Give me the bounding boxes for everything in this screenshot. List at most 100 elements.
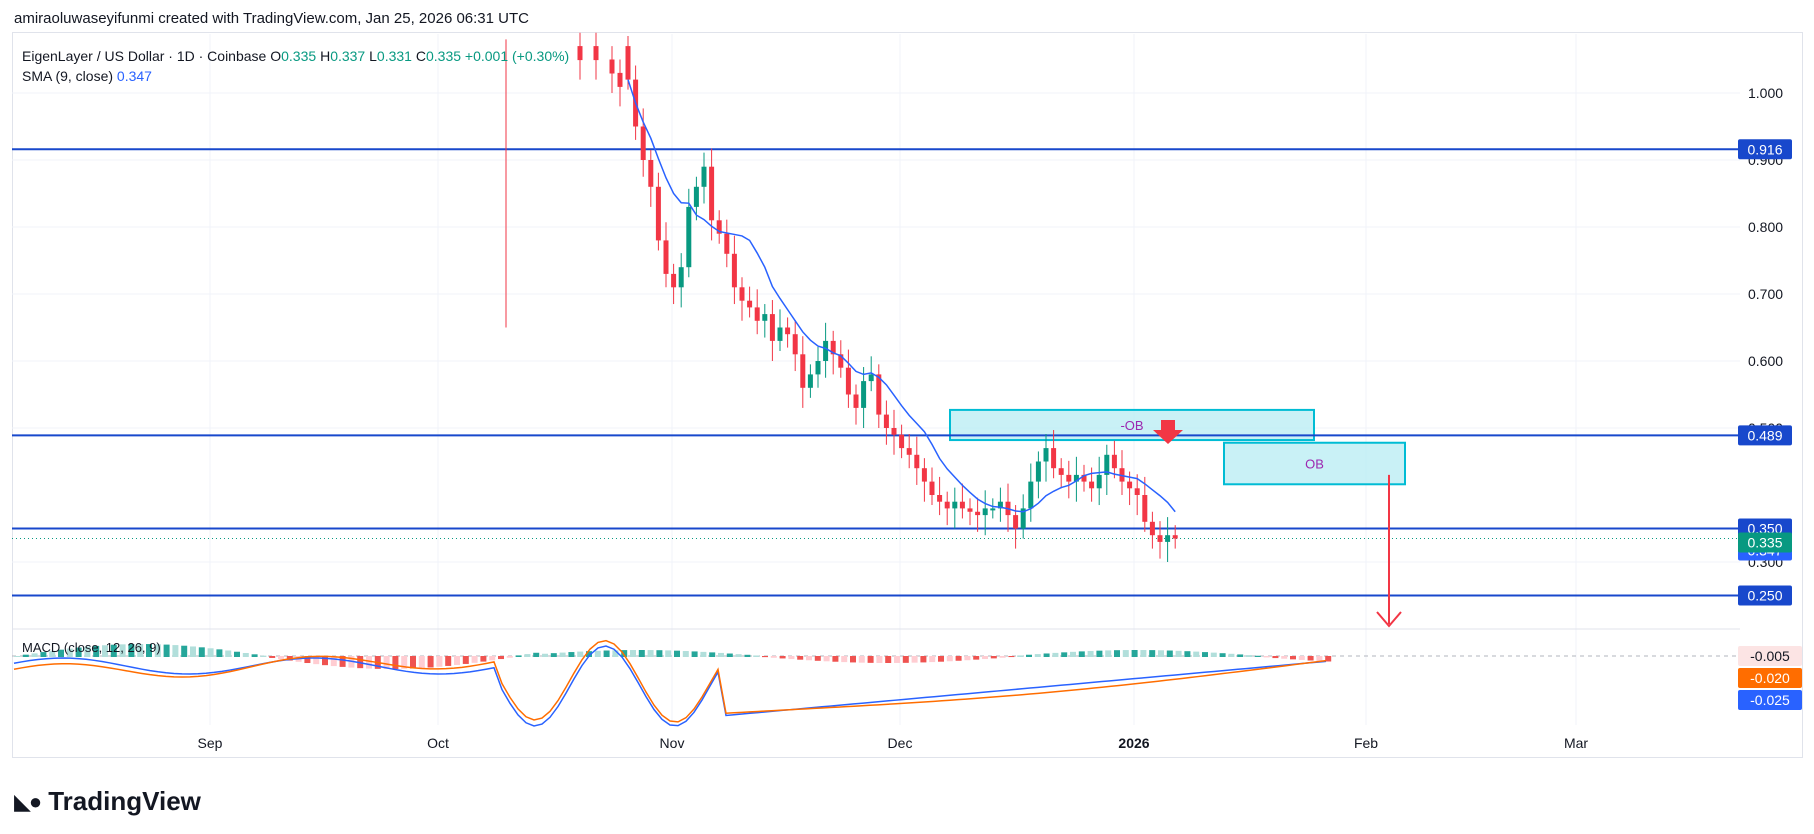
macd-histogram-bar: [22, 654, 29, 657]
macd-histogram-bar: [735, 654, 742, 657]
y-tick-label: 1.000: [1748, 85, 1783, 101]
macd-histogram-bar: [75, 647, 82, 657]
chart-frame: [12, 32, 1803, 758]
macd-histogram-bar: [128, 644, 135, 657]
candle-body: [1165, 535, 1171, 542]
candle-body: [982, 508, 988, 516]
order-block-label: OB: [1305, 457, 1324, 472]
macd-histogram-bar: [999, 656, 1006, 658]
macd-histogram-bar: [1131, 650, 1138, 657]
macd-histogram-bar: [1254, 655, 1261, 657]
macd-histogram-bar: [304, 656, 311, 664]
high-value: 0.337: [330, 48, 366, 64]
macd-histogram-bar: [832, 656, 839, 662]
macd-histogram-bar: [858, 656, 865, 663]
tradingview-logo[interactable]: ◣● TradingView: [14, 786, 201, 817]
candle-body: [739, 287, 745, 301]
candle-body: [731, 253, 737, 288]
macd-histogram-bar: [762, 656, 768, 658]
macd-histogram-bar: [902, 656, 909, 663]
candle-body: [1058, 468, 1064, 475]
candle-body: [914, 454, 920, 469]
candle-body: [830, 340, 836, 355]
candle-body: [868, 374, 874, 382]
macd-histogram-bar: [1061, 652, 1068, 657]
macd-histogram-bar: [1087, 650, 1094, 657]
candle-body: [997, 501, 1003, 509]
close-label: C: [415, 48, 426, 64]
macd-histogram-bar: [814, 656, 821, 661]
x-tick-label: Feb: [1354, 735, 1378, 751]
chart-legend: EigenLayer / US Dollar · 1D · Coinbase O…: [22, 46, 569, 86]
macd-histogram-bar: [102, 645, 108, 657]
macd-value-label: -0.020: [1750, 670, 1790, 686]
macd-histogram-bar: [850, 656, 856, 663]
close-value: 0.335: [425, 48, 462, 64]
macd-histogram-bar: [454, 656, 460, 665]
candle-body: [617, 72, 623, 87]
macd-histogram-bar: [392, 656, 399, 669]
candle-body: [1089, 481, 1095, 489]
candle-body: [593, 46, 599, 61]
level-price-tag: [1738, 585, 1792, 606]
sma-value: 0.347: [116, 68, 152, 84]
candle-body: [785, 327, 791, 335]
x-tick-label: Mar: [1564, 735, 1588, 751]
candle-body: [906, 448, 912, 455]
macd-histogram-bar: [1316, 656, 1323, 662]
macd-histogram-bar: [691, 651, 698, 657]
macd-histogram-bar: [938, 656, 944, 662]
macd-histogram-bar: [251, 654, 258, 657]
candle-body: [975, 511, 981, 516]
macd-histogram-bar: [489, 656, 496, 661]
macd-signal-line: [13, 639, 1327, 723]
macd-value-tag: [1738, 646, 1802, 666]
candle-body: [655, 186, 661, 241]
candle-body: [678, 267, 684, 288]
macd-histogram-bar: [1219, 653, 1226, 657]
level-price-tag: [1738, 139, 1792, 160]
level-price-label: 0.250: [1747, 588, 1782, 604]
macd-histogram-bar: [383, 656, 390, 669]
macd-histogram-bar: [929, 656, 936, 663]
macd-histogram-bar: [445, 656, 452, 666]
macd-histogram-bar: [462, 656, 469, 664]
x-tick-label: Nov: [660, 735, 685, 751]
macd-histogram-bar: [1034, 654, 1041, 657]
low-value: 0.331: [376, 48, 412, 64]
candle-body: [1020, 508, 1026, 529]
macd-histogram-bar: [322, 656, 328, 666]
candle-body: [747, 300, 753, 308]
price-tag: [1738, 532, 1792, 553]
level-price-tag: [1738, 425, 1792, 446]
macd-histogram-bar: [1193, 651, 1200, 657]
macd-histogram-bar: [1070, 651, 1076, 657]
candle-body: [577, 46, 583, 61]
candle-body: [853, 394, 859, 408]
macd-histogram-bar: [216, 649, 223, 657]
macd-histogram-bar: [1272, 656, 1279, 659]
macd-histogram-bar: [14, 656, 20, 657]
x-tick-label: 2026: [1118, 735, 1149, 751]
down-arrow-marker: [1153, 420, 1183, 444]
macd-histogram-bar: [1166, 650, 1173, 657]
macd-histogram-bar: [1008, 656, 1015, 658]
candle-body: [792, 334, 798, 355]
macd-histogram-bar: [911, 656, 918, 663]
macd-histogram-bar: [894, 656, 900, 663]
macd-histogram-bar: [823, 656, 830, 662]
macd-histogram-bar: [1307, 656, 1314, 661]
macd-histogram-bar: [867, 656, 874, 663]
candle-body: [762, 314, 768, 321]
macd-histogram-bar: [1043, 653, 1050, 657]
low-label: L: [369, 48, 377, 64]
macd-histogram-bar: [401, 656, 408, 669]
candle-body: [823, 340, 829, 361]
macd-histogram-bar: [330, 656, 337, 667]
macd-histogram-bar: [744, 654, 751, 657]
macd-histogram-bar: [656, 650, 663, 657]
macd-histogram-bar: [568, 652, 575, 657]
macd-histogram-bar: [234, 651, 240, 657]
macd-histogram-bar: [418, 656, 425, 669]
